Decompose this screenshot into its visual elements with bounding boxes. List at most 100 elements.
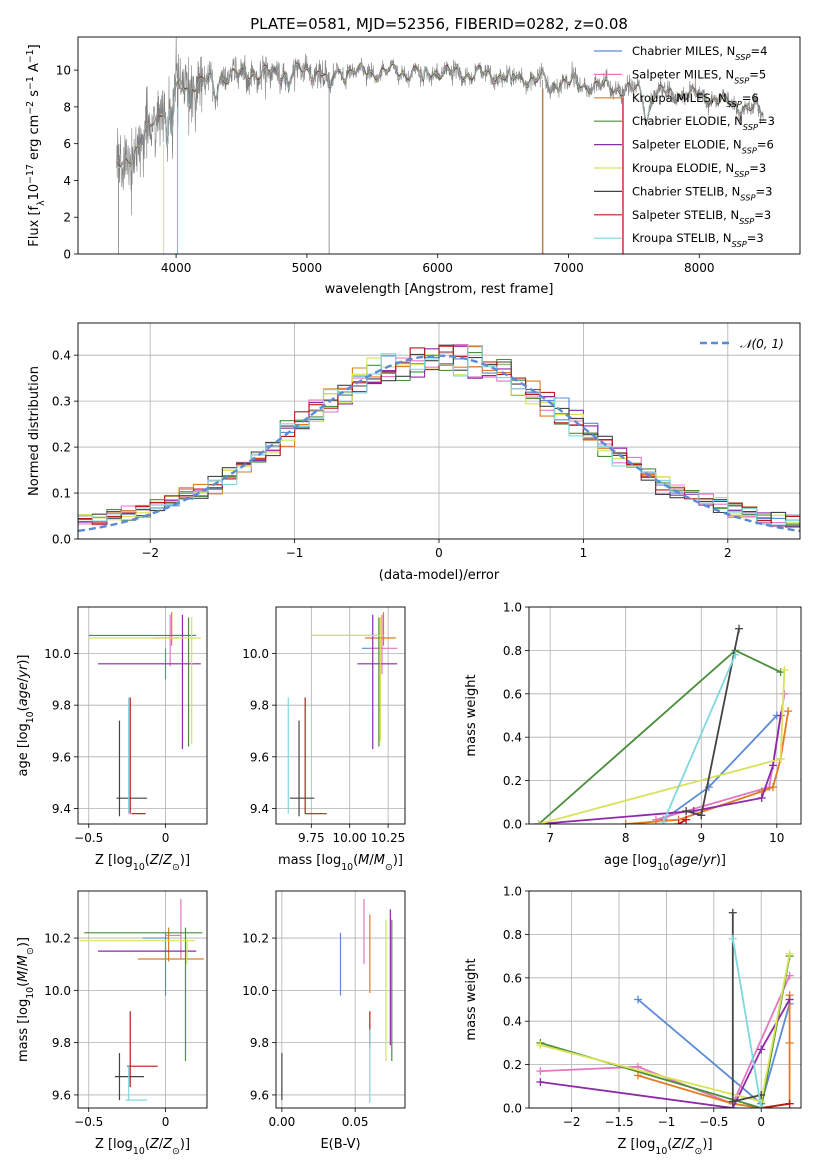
y-tick-label: 0.3 (52, 395, 71, 409)
mass-vs-Z-xlabel: Z [log10(Z/Z⊙)] (95, 1137, 190, 1157)
x-tick-label: 2 (724, 546, 732, 560)
residuals-xlabel: (data-model)/error (379, 568, 500, 583)
x-tick-label: 7 (546, 831, 554, 845)
mass-weight-line (625, 711, 790, 824)
plot-frame (77, 606, 208, 825)
mass-weight-line (538, 715, 782, 824)
mass-weight-line (678, 818, 687, 824)
y-tick-label: 8 (63, 100, 71, 114)
x-tick-label: 10.25 (371, 831, 405, 845)
observed-spectrum-line (116, 37, 764, 216)
plot-frame (275, 606, 406, 825)
x-tick-label: 0 (435, 546, 443, 560)
y-tick-label: 0.8 (503, 644, 522, 658)
y-tick-label: 0.2 (503, 1058, 522, 1072)
y-tick-label: 9.6 (250, 750, 269, 764)
massweight-vs-age-xlabel: age [log10(age/yr)] (604, 853, 726, 873)
legend-entry: Chabrier STELIB, NSSP=3 (632, 184, 772, 202)
mass-weight-line (731, 938, 763, 1108)
mass-vs-ebv-plot-area (281, 898, 393, 1103)
x-tick-label: −1 (286, 546, 304, 560)
residuals-ylabel: Normed distribution (27, 366, 42, 496)
x-tick-label: 5000 (292, 261, 323, 275)
massweight-vs-Z-xlabel: Z [log10(Z/Z⊙)] (617, 1137, 712, 1157)
legend-entry: Salpeter STELIB, NSSP=3 (632, 208, 771, 226)
x-tick-label: −2 (141, 546, 159, 560)
mass-vs-Z-plot-area (79, 898, 204, 1101)
y-tick-label: 9.4 (52, 802, 71, 816)
age-vs-mass-xlabel: mass [log10(M/M⊙)] (278, 853, 403, 873)
y-tick-label: 2 (63, 211, 71, 225)
x-tick-label: 7000 (553, 261, 584, 275)
x-tick-label: 0 (162, 831, 170, 845)
spectrum-panel: 4000 5000 6000 7000 8000 0 2 4 6 8 10 PLATE=0581, M… (25, 15, 801, 297)
y-tick-label: 9.6 (52, 1088, 71, 1102)
age-vs-Z-ylabel: age [log10(age/yr)] (16, 654, 36, 776)
x-tick-label: 10 (769, 831, 784, 845)
legend-entry: Salpeter MILES, NSSP=5 (632, 67, 766, 85)
mass-weight-line (761, 1102, 790, 1108)
legend-entry: Kroupa MILES, NSSP=6 (632, 91, 759, 109)
y-tick-label: 0.4 (52, 349, 71, 363)
y-tick-label: 9.6 (52, 750, 71, 764)
x-tick-label: −0.5 (74, 831, 103, 845)
x-tick-label: −0.5 (699, 1115, 728, 1129)
y-tick-label: 10 (56, 64, 71, 78)
x-tick-label: 8 (622, 831, 630, 845)
x-tick-label: 1 (580, 546, 588, 560)
y-tick-label: 10.2 (44, 932, 71, 946)
y-tick-label: 9.8 (250, 699, 269, 713)
y-tick-label: 9.8 (52, 699, 71, 713)
age-vs-mass-plot-area (287, 612, 398, 817)
massweight-vs-age-panel: 7 8 9 10 0.0 0.2 0.4 0.6 0.8 1.0 age [log10(age/yr… (464, 601, 802, 873)
mass-vs-ebv-xlabel: E(B-V) (320, 1137, 360, 1152)
y-tick-label: 0.1 (52, 487, 71, 501)
y-tick-label: 0.8 (503, 928, 522, 942)
mass-vs-Z-panel: −0.5 0 9.6 9.8 10.0 10.2 Z [log10(Z/Z⊙)] mass [… (16, 890, 208, 1157)
residuals-panel: −2 −1 0 1 2 0.0 0.1 0.2 0.3 0.4 𝒩(0, 1) (data-model… (27, 322, 801, 583)
mass-weight-line (540, 975, 791, 1105)
y-tick-label: 0.4 (503, 731, 522, 745)
y-tick-label: 0.6 (503, 687, 522, 701)
x-tick-label: 10.00 (333, 831, 367, 845)
x-tick-label: −0.5 (74, 1115, 103, 1129)
massweight-vs-Z-ylabel: mass weight (464, 958, 479, 1040)
y-tick-label: 0.0 (503, 818, 522, 832)
mass-vs-Z-ylabel: mass [log10(M/M⊙)] (16, 937, 36, 1062)
x-tick-label: 0 (162, 1115, 170, 1129)
age-vs-mass-panel: 9.75 10.00 10.25 9.4 9.6 9.8 10.0 mass [log10(M… (242, 606, 406, 873)
x-tick-label: 8000 (684, 261, 715, 275)
spectrum-xlabel: wavelength [Angstrom, rest frame] (325, 282, 554, 297)
x-tick-label: 0 (757, 1115, 765, 1129)
y-tick-label: 0 (63, 248, 71, 262)
spectrum-ylabel: Flux [fλ10−17 erg cm−2 s−1 A−1] (25, 44, 47, 246)
y-tick-label: 6 (63, 137, 71, 151)
massweight-vs-Z-plot-area (536, 908, 794, 1108)
x-tick-label: −2 (563, 1115, 581, 1129)
y-tick-label: 10.0 (44, 984, 71, 998)
age-vs-Z-panel: −0.5 0 9.4 9.6 9.8 10.0 Z [log10(Z/Z⊙)] age [lo… (16, 606, 208, 873)
x-tick-label: 6000 (422, 261, 453, 275)
model-spectrum-line (116, 62, 764, 168)
plot-frame (77, 322, 801, 540)
massweight-vs-Z-panel: −2 −1.5 −1 −0.5 0 0.0 0.2 0.4 0.6 0.8 1.0 Z [log10(… (464, 885, 802, 1157)
y-tick-label: 0.0 (52, 533, 71, 547)
y-tick-label: 9.4 (250, 802, 269, 816)
x-tick-label: −1 (658, 1115, 676, 1129)
plot-frame (528, 890, 802, 1109)
y-tick-label: 10.0 (242, 647, 269, 661)
x-tick-label: −1.5 (604, 1115, 633, 1129)
age-vs-Z-plot-area (88, 612, 201, 817)
plot-frame (77, 890, 208, 1109)
plot-frame (275, 890, 406, 1109)
spectrum-title: PLATE=0581, MJD=52356, FIBERID=0282, z=0… (250, 15, 628, 33)
y-tick-label: 10.0 (242, 984, 269, 998)
massweight-vs-age-ylabel: mass weight (464, 674, 479, 756)
plot-frame (77, 36, 801, 255)
legend-entry-normal: 𝒩(0, 1) (740, 337, 784, 351)
spectrum-plot-area (116, 37, 764, 254)
y-tick-label: 4 (63, 174, 71, 188)
mass-vs-ebv-panel: 0.00 0.05 9.6 9.8 10.0 10.2 E(B-V) (242, 890, 406, 1152)
x-tick-label: 0.05 (342, 1115, 369, 1129)
